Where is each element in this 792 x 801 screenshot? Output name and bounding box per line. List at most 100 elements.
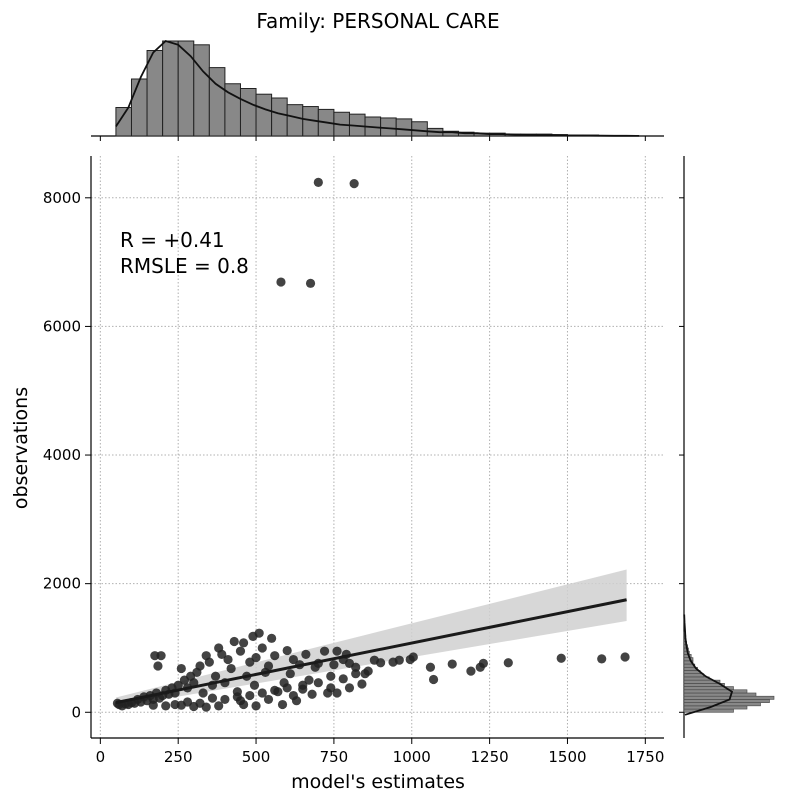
data-point xyxy=(357,679,367,689)
top-hist-bar xyxy=(162,40,179,137)
right-hist-bar xyxy=(683,705,748,710)
data-point xyxy=(148,700,158,710)
data-point xyxy=(313,177,323,187)
data-point xyxy=(220,694,230,705)
y-tick-label: 4000 xyxy=(43,446,81,464)
top-hist-bar xyxy=(146,50,164,137)
data-point xyxy=(405,654,415,665)
right-hist-bar xyxy=(683,673,705,678)
x-tick-label: 750 xyxy=(320,748,349,766)
data-point xyxy=(179,675,190,685)
right-hist-bar xyxy=(683,657,694,662)
data-point xyxy=(150,651,160,661)
top-hist-bar xyxy=(130,78,148,137)
data-point xyxy=(344,683,355,693)
y-tick-label: 2000 xyxy=(43,575,81,593)
top-hist-bar xyxy=(177,40,195,137)
x-tick-label: 250 xyxy=(164,748,193,766)
data-point xyxy=(229,636,239,647)
data-point xyxy=(428,674,439,685)
data-point xyxy=(257,688,267,698)
data-point xyxy=(305,278,316,288)
data-point xyxy=(282,683,292,693)
data-point xyxy=(238,638,249,648)
y-tick-label: 8000 xyxy=(43,189,81,207)
x-tick-label: 1500 xyxy=(548,748,586,766)
main-scatter-plot: 0 250 500 750 1000 1250 1500 1750 0 2000 4000 6000 8… xyxy=(43,156,664,766)
data-point xyxy=(447,659,457,669)
top-hist-bar xyxy=(255,93,273,137)
x-tick-label: 0 xyxy=(96,748,106,766)
right-kde-curve xyxy=(683,614,734,716)
data-point xyxy=(369,655,379,665)
data-point xyxy=(153,661,163,671)
data-point xyxy=(425,662,436,672)
data-point xyxy=(214,643,224,653)
y-tick-label: 0 xyxy=(71,703,81,721)
data-point xyxy=(214,701,224,711)
right-hist-bar xyxy=(683,676,710,681)
data-point xyxy=(288,690,299,701)
top-hist-bar xyxy=(286,104,304,137)
data-point xyxy=(263,694,274,705)
data-point xyxy=(301,649,311,659)
data-point xyxy=(307,689,317,699)
top-hist-bar xyxy=(208,67,226,137)
top-hist-bar xyxy=(411,121,428,137)
x-tick-label: 500 xyxy=(242,748,271,766)
data-point xyxy=(276,277,286,287)
x-tick-label: 1000 xyxy=(393,748,431,766)
data-point xyxy=(277,699,288,710)
data-point xyxy=(285,669,295,679)
data-point xyxy=(304,675,314,685)
data-point xyxy=(310,662,320,672)
data-point xyxy=(475,662,485,672)
x-axis-title: model's estimates xyxy=(291,771,465,793)
data-point xyxy=(270,651,280,661)
data-point xyxy=(282,645,292,656)
data-point xyxy=(503,658,513,668)
y-axis-title: observations xyxy=(10,387,32,509)
data-point xyxy=(597,654,607,664)
right-hist-bar xyxy=(683,692,757,697)
data-point xyxy=(245,657,255,667)
data-point xyxy=(176,663,186,674)
data-point xyxy=(235,646,246,656)
data-point xyxy=(319,646,330,656)
data-point xyxy=(329,660,339,670)
top-hist-bar xyxy=(271,97,288,137)
data-point xyxy=(176,700,186,710)
data-point xyxy=(257,643,267,653)
right-hist-bar xyxy=(683,689,748,694)
top-hist-bar xyxy=(193,44,210,137)
right-marginal-histogram xyxy=(679,156,775,738)
data-point xyxy=(245,690,255,701)
rmsle-label: RMSLE = 0.8 xyxy=(120,254,249,278)
data-point xyxy=(326,683,336,693)
data-point xyxy=(161,701,171,711)
data-point xyxy=(201,651,211,661)
data-point xyxy=(349,179,359,189)
regression-confidence-band xyxy=(115,569,627,708)
data-point xyxy=(326,671,336,681)
data-point xyxy=(189,701,199,712)
data-point xyxy=(388,657,398,667)
correlation-label: R = +0.41 xyxy=(120,228,225,252)
data-point xyxy=(351,669,361,679)
x-tick-label: 1250 xyxy=(471,748,509,766)
data-point xyxy=(267,633,277,643)
data-point xyxy=(338,674,348,684)
data-point xyxy=(223,654,233,665)
data-point xyxy=(201,702,211,712)
data-point xyxy=(288,654,299,665)
top-hist-bar xyxy=(395,118,413,137)
data-point xyxy=(332,646,342,656)
top-kde-curve xyxy=(115,39,640,137)
figure-title: Family: PERSONAL CARE xyxy=(256,9,499,33)
data-point xyxy=(332,688,342,698)
data-point xyxy=(556,653,566,663)
data-point xyxy=(248,631,258,641)
top-hist-bar xyxy=(380,117,397,137)
regression-line xyxy=(115,598,627,705)
